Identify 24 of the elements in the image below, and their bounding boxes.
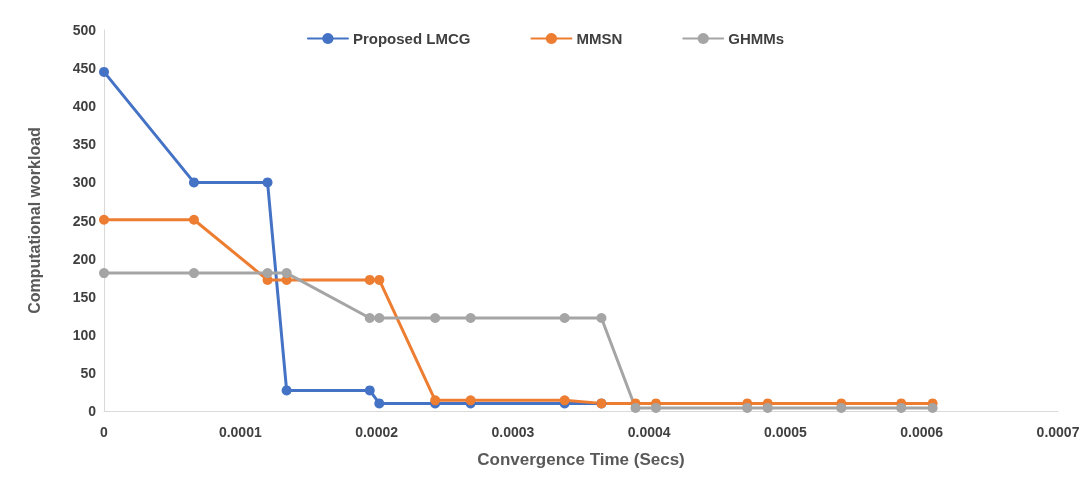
y-tick-label: 400 <box>72 98 97 115</box>
y-tick-label: 500 <box>72 22 97 38</box>
x-tick-label: 0.0005 <box>764 424 808 440</box>
y-tick-label: 450 <box>72 60 97 77</box>
legend-label: GHMMs <box>728 30 785 47</box>
legend-label: MMSN <box>576 30 623 47</box>
x-tick-label: 0.0006 <box>900 424 944 440</box>
y-tick-label: 350 <box>72 136 97 153</box>
x-tick-label: 0.0002 <box>355 424 399 440</box>
y-tick-label: 150 <box>72 288 97 305</box>
x-axis-title: Convergence Time (Secs) <box>477 450 685 469</box>
y-tick-label: 250 <box>72 212 97 229</box>
x-tick-label: 0.0004 <box>627 424 671 440</box>
y-tick-label: 50 <box>80 364 97 381</box>
y-tick-label: 300 <box>72 174 97 191</box>
x-tick-label: 0.0001 <box>218 424 262 440</box>
x-tick-label: 0 <box>100 424 109 440</box>
x-tick-label: 0.0003 <box>491 424 535 440</box>
y-tick-label: 200 <box>72 250 97 267</box>
legend-label: Proposed LMCG <box>352 30 471 47</box>
y-axis-title: Computational workload <box>25 127 43 314</box>
y-tick-label: 100 <box>72 326 97 343</box>
x-tick-label: 0.0007 <box>1036 424 1080 440</box>
y-tick-label: 0 <box>88 403 97 419</box>
